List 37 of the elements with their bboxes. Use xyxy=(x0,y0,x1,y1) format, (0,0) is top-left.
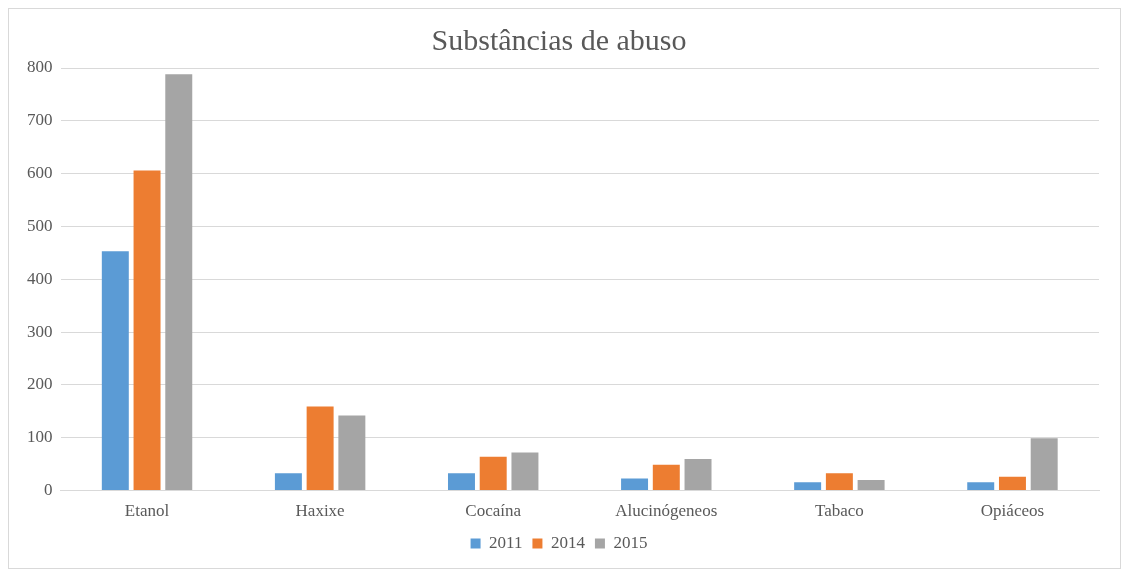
x-tick-label: Alucinógeneos xyxy=(615,501,718,521)
y-tick-label: 300 xyxy=(27,321,53,341)
legend-label: 2011 xyxy=(489,532,523,552)
bar xyxy=(165,74,193,491)
x-tick-label: Opiáceos xyxy=(980,501,1045,521)
y-tick-label: 500 xyxy=(27,215,53,235)
legend-label: 2015 xyxy=(613,532,648,552)
bar xyxy=(133,170,161,491)
bar xyxy=(825,473,853,491)
y-tick-label: 200 xyxy=(27,374,53,394)
y-tick-label: 800 xyxy=(27,57,53,77)
bar xyxy=(101,251,129,491)
bar xyxy=(652,464,680,491)
bar xyxy=(479,456,507,491)
y-tick-label: 700 xyxy=(27,110,53,130)
y-tick-label: 600 xyxy=(27,163,53,183)
y-tick-label: 400 xyxy=(27,268,53,288)
y-tick-label: 0 xyxy=(44,480,53,500)
bar xyxy=(794,482,822,491)
y-tick-label: 100 xyxy=(27,427,53,447)
bar xyxy=(998,476,1026,491)
bar xyxy=(1030,438,1058,491)
x-tick-label: Haxixe xyxy=(295,501,345,521)
legend-label: 2014 xyxy=(550,532,586,552)
bar xyxy=(967,482,995,491)
bar xyxy=(857,480,885,491)
bar xyxy=(274,473,302,491)
bar xyxy=(684,458,712,491)
bar xyxy=(621,478,649,491)
x-tick-label: Tabaco xyxy=(814,501,864,521)
x-tick-label: Cocaína xyxy=(465,501,522,521)
chart-title: Substâncias de abuso xyxy=(431,22,687,56)
bar xyxy=(511,452,539,491)
x-tick-label: Etanol xyxy=(124,501,170,521)
bar xyxy=(338,415,366,491)
bar xyxy=(447,473,475,491)
bar xyxy=(306,406,334,491)
